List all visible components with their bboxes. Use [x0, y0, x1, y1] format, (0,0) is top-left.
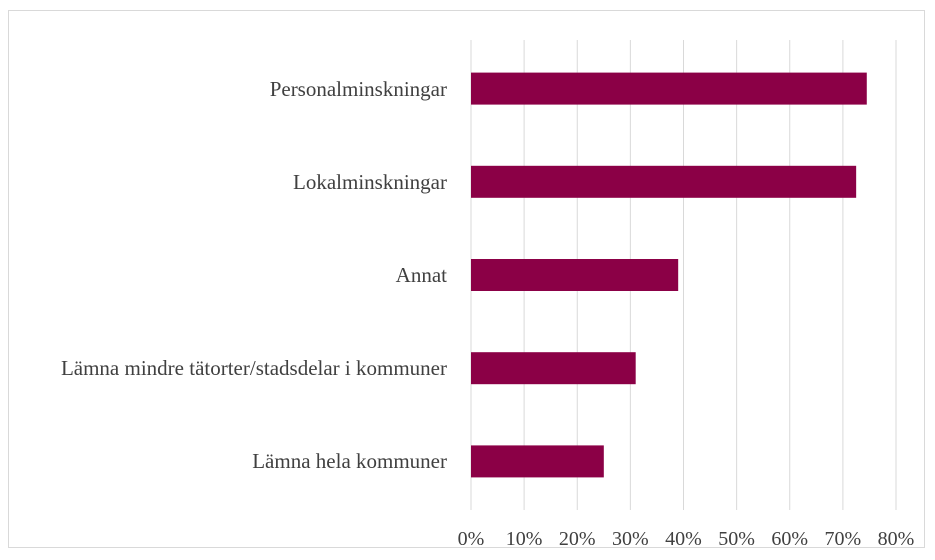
bar: [471, 165, 857, 198]
y-tick-label: Lokalminskningar: [293, 169, 447, 194]
bar: [471, 352, 636, 385]
y-tick-label: Personalminskningar: [269, 76, 447, 101]
x-tick-label: 40%: [665, 528, 702, 550]
x-tick-label: 10%: [506, 528, 543, 550]
bar: [471, 72, 867, 105]
x-tick-label: 50%: [718, 528, 755, 550]
x-tick-label: 20%: [559, 528, 596, 550]
x-tick-label: 30%: [612, 528, 649, 550]
y-tick-label: Lämna hela kommuner: [252, 449, 447, 474]
x-tick-label: 70%: [825, 528, 862, 550]
y-tick-label: Annat: [395, 263, 447, 287]
x-tick-label: 60%: [771, 528, 808, 550]
x-tick-label: 0%: [458, 528, 485, 550]
bar: [471, 259, 679, 291]
bar: [471, 445, 604, 478]
x-tick-label: 80%: [878, 528, 915, 550]
y-tick-label: Lämna mindre tätorter/stadsdelar i kommu…: [60, 356, 447, 381]
chart-frame: [8, 10, 925, 548]
